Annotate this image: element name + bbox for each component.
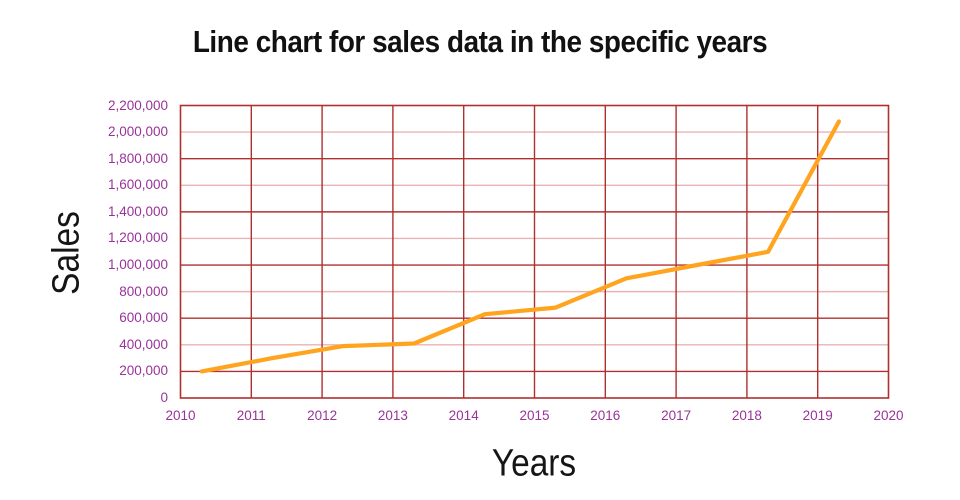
x-tick-label: 2018 (731, 408, 762, 423)
x-tick-label: 2019 (802, 408, 833, 423)
y-tick-label: 600,000 (119, 310, 168, 326)
y-tick-label: 0 (160, 390, 168, 405)
x-tick-label: 2011 (236, 408, 266, 423)
sales-line (199, 119, 842, 374)
x-tick-label: 2010 (165, 408, 196, 423)
x-tick-label: 2012 (307, 408, 338, 423)
y-tick-label: 200,000 (119, 363, 168, 379)
x-tick-label: 2017 (661, 408, 692, 423)
x-tick-label: 2015 (519, 408, 550, 423)
y-tick-label: 1,600,000 (107, 177, 168, 193)
x-tick-label: 2013 (377, 408, 408, 423)
y-tick-label: 800,000 (119, 283, 168, 299)
y-tick-label: 1,400,000 (107, 203, 168, 219)
y-tick-label: 2,200,000 (107, 97, 168, 113)
x-tick-label: 2014 (448, 408, 479, 423)
y-tick-label: 2,000,000 (107, 124, 168, 140)
y-tick-label: 1,000,000 (107, 257, 168, 273)
x-axis-title: Years (491, 442, 577, 485)
chart-title: Line chart for sales data in the specifi… (192, 24, 768, 59)
y-tick-label: 1,200,000 (107, 230, 168, 246)
y-tick-label: 400,000 (119, 336, 168, 352)
x-tick-label: 2016 (590, 408, 621, 423)
y-tick-label: 1,800,000 (107, 150, 168, 166)
plot-border (179, 104, 890, 399)
x-tick-label: 2020 (873, 408, 904, 423)
